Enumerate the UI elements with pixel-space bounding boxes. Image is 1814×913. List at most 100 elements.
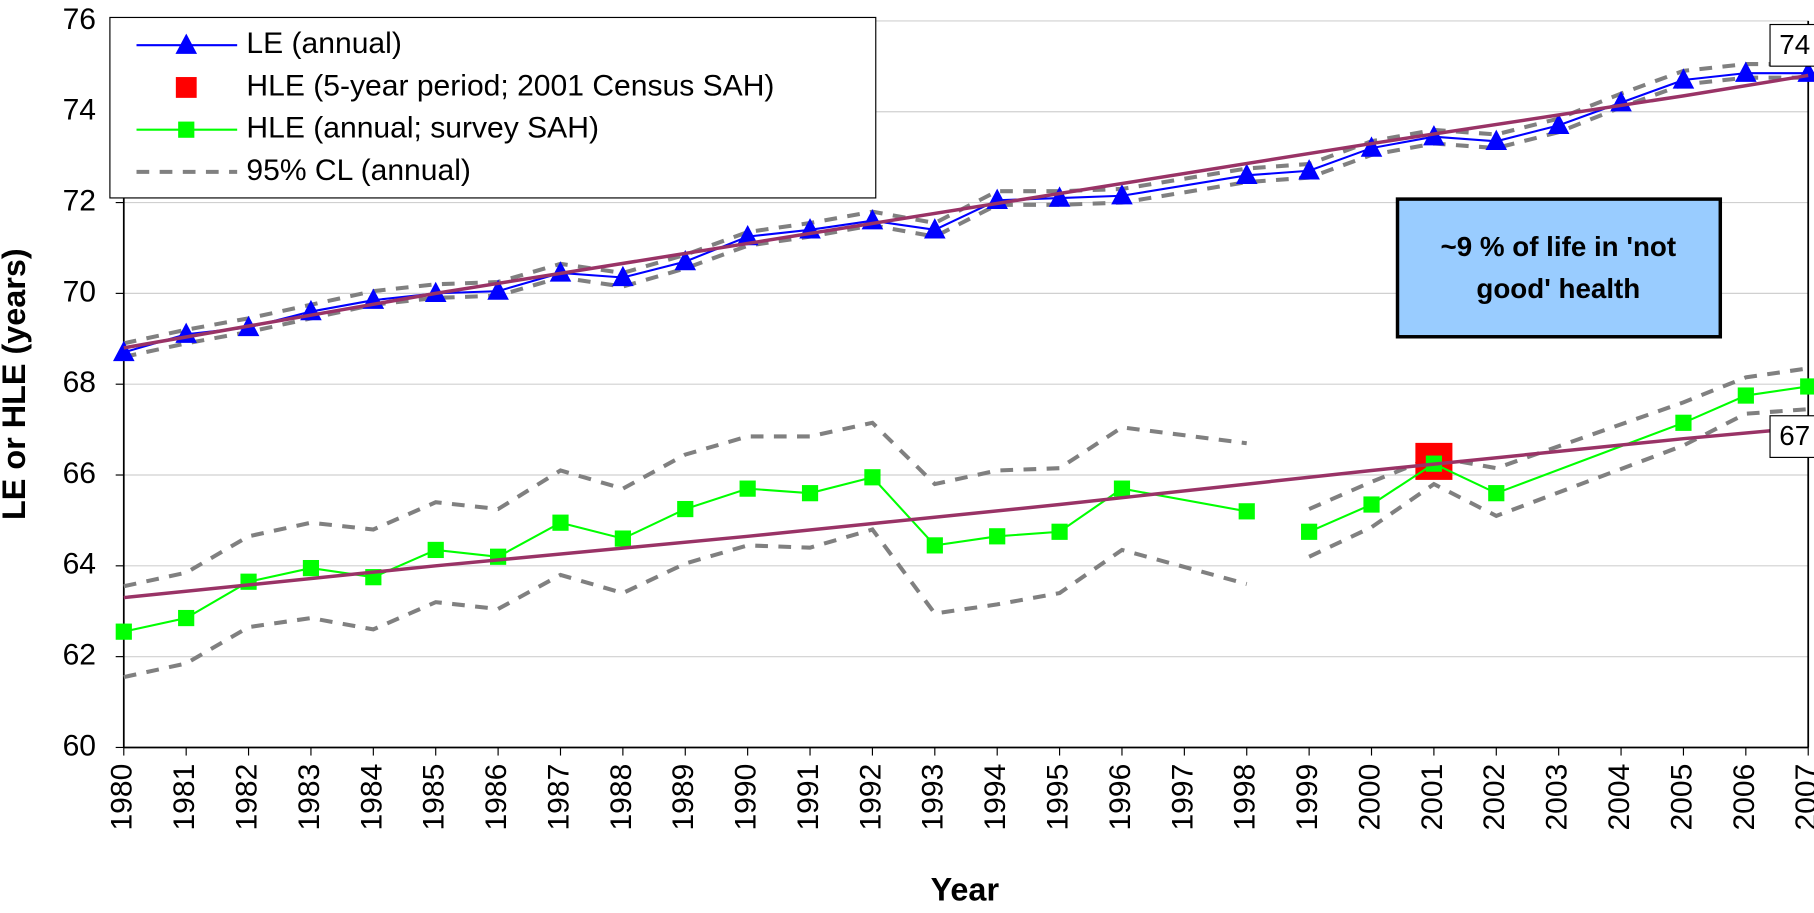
y-tick-label: 68 [63,366,96,399]
x-tick-label: 1986 [480,764,513,831]
series-line [123,476,1247,633]
x-tick-label: 1994 [979,764,1012,831]
marker [112,340,135,362]
series-line [123,527,1248,680]
marker [739,480,756,497]
x-tick-label: 1989 [667,764,700,831]
value-label: 67 [1779,420,1810,451]
marker [1485,129,1508,150]
legend-label: LE (annual) [246,27,401,60]
x-tick-label: 1996 [1104,764,1137,831]
marker [240,573,257,590]
marker [490,548,507,565]
marker [552,514,569,531]
x-tick-label: 2005 [1665,764,1698,831]
x-tick-label: 1995 [1042,764,1075,831]
series-line [123,73,1809,350]
x-tick-label: 1985 [418,764,451,831]
marker [175,77,197,98]
marker [1672,68,1695,89]
y-tick-label: 64 [63,548,96,581]
legend-label: 95% CL (annual) [246,154,471,187]
marker [487,279,509,300]
marker [1800,378,1814,395]
marker [427,541,444,559]
marker [926,537,943,554]
x-tick-label: 1997 [1166,764,1199,831]
marker [1298,159,1320,180]
x-tick-label: 2007 [1790,764,1814,831]
y-tick-label: 72 [63,185,96,218]
x-tick-label: 1993 [917,764,950,831]
y-tick-label: 62 [63,639,96,672]
y-tick-label: 74 [63,94,96,127]
marker [801,485,819,502]
annotation-text: good' health [1476,273,1640,304]
x-tick-label: 2003 [1541,764,1574,831]
x-tick-label: 1992 [854,764,887,831]
annotation-box [1395,197,1723,339]
marker [178,121,195,138]
marker [1051,523,1068,540]
marker [1735,61,1757,82]
y-axis-label: LE or HLE (years) [0,248,32,520]
series-line [1308,366,1809,511]
marker [612,265,634,287]
series-line [123,420,1247,589]
x-tick-label: 1982 [230,764,263,831]
x-tick-label: 1988 [605,764,638,831]
legend: LE (annual) HLE (5-year period; 2001 Cens… [109,16,877,199]
marker [115,623,132,640]
marker [614,530,631,547]
x-tick-label: 2004 [1603,764,1636,831]
x-tick-label: 1984 [355,764,388,831]
marker [1488,485,1505,502]
legend-label: HLE (5-year period; 2001 Census SAH) [246,69,774,102]
y-tick-label: 76 [63,3,96,36]
x-tick-label: 1991 [792,764,825,831]
marker [864,469,881,486]
value-box [1769,23,1814,67]
marker [1675,414,1692,431]
x-tick-label: 2006 [1728,764,1761,831]
x-tick-label: 1981 [168,764,201,831]
marker [677,500,694,518]
x-tick-label: 1990 [730,764,763,831]
x-tick-label: 1987 [542,764,575,831]
x-axis-label: Year [931,872,1000,908]
series-line [123,425,1809,600]
marker [1363,496,1380,513]
marker [1360,136,1383,157]
y-tick-label: 66 [63,457,96,490]
x-tick-label: 1998 [1229,764,1262,831]
legend-label: HLE (annual; survey SAH) [246,112,599,145]
marker [1048,186,1071,207]
marker [1238,503,1255,520]
marker [1113,480,1131,497]
marker [1737,387,1754,404]
marker [989,528,1006,545]
x-tick-label: 1983 [293,764,326,831]
value-label: 74 [1779,29,1810,60]
y-tick-label: 70 [63,275,96,308]
x-tick-label: 2001 [1416,764,1449,831]
marker [1235,163,1258,184]
x-tick-label: 1980 [106,764,139,831]
legend-box [109,16,877,199]
x-tick-label: 2000 [1353,764,1386,831]
marker [175,33,198,54]
marker [178,609,195,627]
marker [1547,113,1570,135]
series-line [1308,385,1809,533]
marker [924,218,946,239]
annotation-text: ~9 % of life in 'not [1441,231,1677,262]
marker [1301,523,1318,540]
x-tick-label: 2002 [1478,764,1511,831]
series-line [1308,407,1809,559]
x-tick-label: 1999 [1291,764,1324,831]
marker [674,249,697,271]
marker [302,559,320,577]
y-tick-label: 60 [63,729,96,762]
marker [1111,184,1133,205]
